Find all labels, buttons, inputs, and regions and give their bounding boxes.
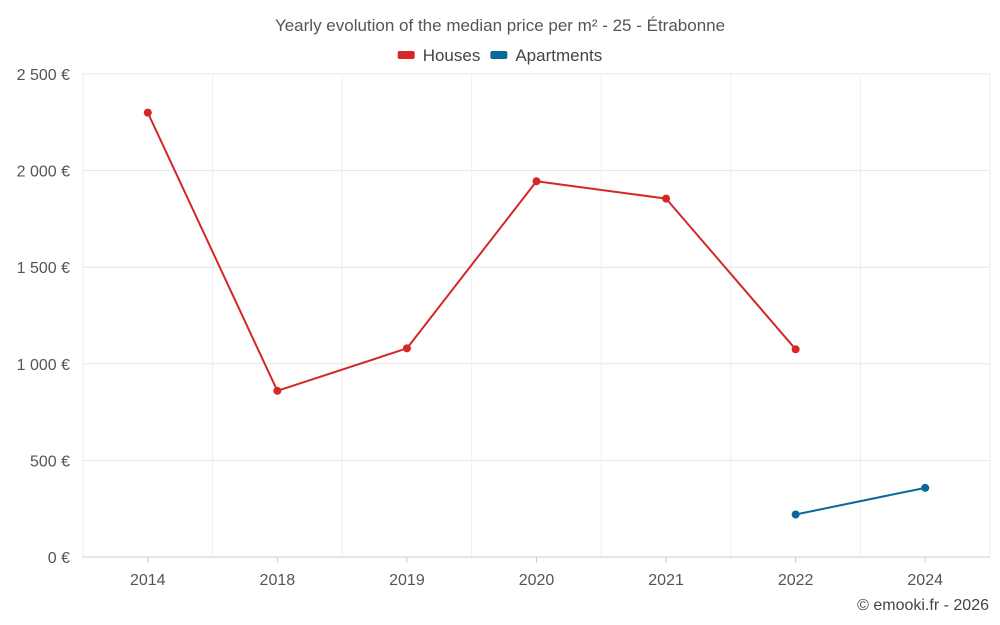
series-line xyxy=(146,112,797,392)
data-point[interactable] xyxy=(662,194,671,203)
x-tick-label: 2020 xyxy=(519,572,555,589)
data-point[interactable] xyxy=(921,483,930,492)
legend[interactable]: Houses Apartments xyxy=(397,46,603,65)
y-tick-label: 1 500 € xyxy=(17,260,70,277)
data-point[interactable] xyxy=(402,344,411,353)
x-tick-label: 2018 xyxy=(260,572,296,589)
data-point[interactable] xyxy=(143,108,152,117)
series-houses[interactable] xyxy=(143,108,800,395)
legend-swatch[interactable] xyxy=(397,51,415,59)
y-tick-label: 1 000 € xyxy=(17,357,70,374)
series-line xyxy=(795,486,926,516)
series-lines xyxy=(143,108,930,519)
legend-swatch[interactable] xyxy=(490,51,508,59)
chart-title: Yearly evolution of the median price per… xyxy=(275,16,725,35)
credit: © emooki.fr - 2026 xyxy=(857,597,989,614)
x-tick-label: 2022 xyxy=(778,572,814,589)
x-tick-label: 2024 xyxy=(907,572,943,589)
x-tick-label: 2014 xyxy=(130,572,166,589)
y-tick-label: 500 € xyxy=(30,453,70,470)
y-tick-label: 2 500 € xyxy=(17,67,70,84)
data-point[interactable] xyxy=(532,177,541,186)
legend-label[interactable]: Apartments xyxy=(515,46,602,65)
y-tick-label: 0 € xyxy=(48,550,70,567)
axes: 0 € 500 € 1 000 € 1 500 € 2 000 € 2 500 € 2014… xyxy=(17,67,990,589)
x-tick-label: 2021 xyxy=(648,572,684,589)
y-tick-label: 2 000 € xyxy=(17,164,70,181)
data-point[interactable] xyxy=(273,386,282,395)
data-point[interactable] xyxy=(791,345,800,354)
series-apartments[interactable] xyxy=(791,483,930,519)
x-tick-label: 2019 xyxy=(389,572,425,589)
data-point[interactable] xyxy=(791,510,800,519)
legend-label[interactable]: Houses xyxy=(423,46,481,65)
grid xyxy=(82,73,991,557)
